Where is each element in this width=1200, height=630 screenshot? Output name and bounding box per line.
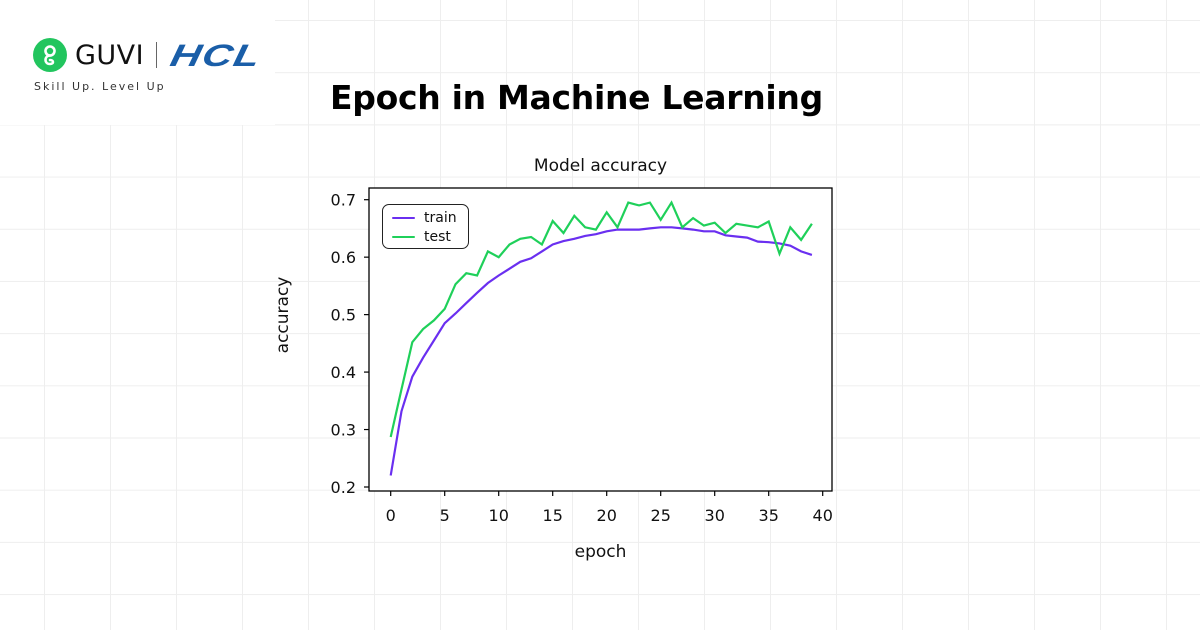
legend-item-train: train [392,210,457,226]
y-tick-label: 0.3 [331,421,356,440]
x-tick-label: 0 [386,506,396,525]
legend-label-train: train [424,210,457,226]
logo-divider [156,42,158,68]
y-tick-label: 0.6 [331,248,356,267]
brand-name: GUVI [75,39,145,71]
x-tick-label: 25 [651,506,671,525]
series-line-train [389,226,813,476]
y-tick-label: 0.7 [331,191,356,210]
chart-title: Model accuracy [533,156,668,176]
tagline: Skill Up. Level Up [34,80,166,93]
chart-legend: train test [382,204,469,249]
legend-label-test: test [424,229,451,245]
legend-swatch-train [392,216,415,220]
guvi-g-icon [33,38,67,72]
x-tick-label: 15 [543,506,563,525]
x-tick-label: 20 [597,506,617,525]
x-tick-label: 35 [759,506,779,525]
legend-item-test: test [392,229,451,245]
x-tick-label: 40 [813,506,833,525]
brand-logo: GUVI HCL [33,38,265,73]
x-tick-label: 10 [489,506,509,525]
x-tick-label: 30 [705,506,725,525]
y-tick-label: 0.5 [331,306,356,325]
legend-swatch-test [392,235,415,239]
y-tick-label: 0.4 [331,363,356,382]
x-axis-label: epoch [574,542,627,562]
x-tick-label: 5 [440,506,450,525]
series-line-test [389,200,813,438]
y-tick-label: 0.2 [331,478,356,497]
page-title: Epoch in Machine Learning [330,78,823,117]
